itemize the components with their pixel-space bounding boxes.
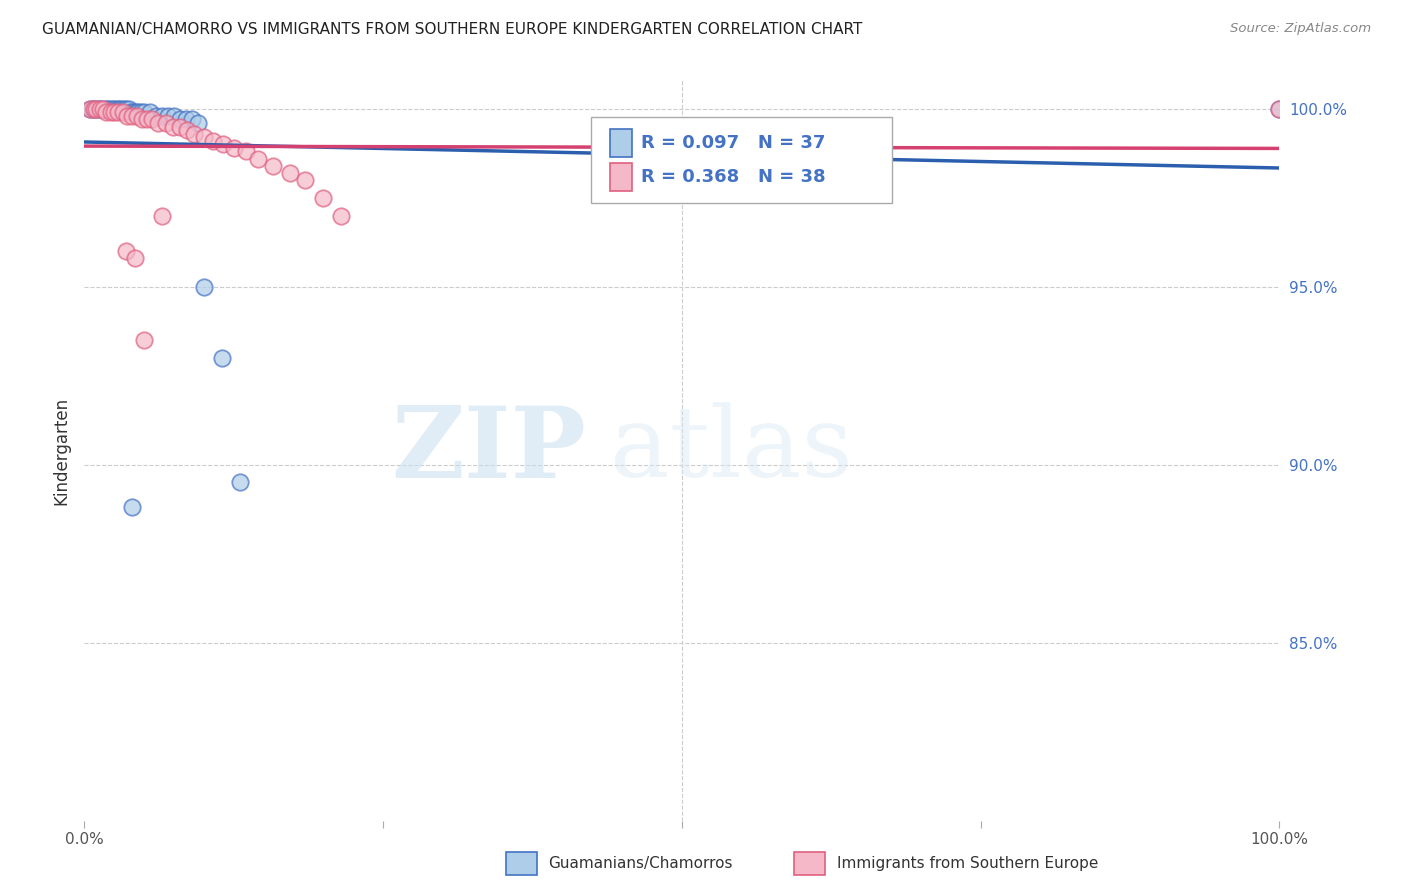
Point (1268, 102, 1291, 116)
Point (132, 333, 156, 347)
Point (176, 123, 198, 137)
Point (117, 102, 139, 116)
Text: R = 0.097   N = 37: R = 0.097 N = 37 (641, 134, 825, 152)
Point (212, 137, 235, 152)
Point (139, 105, 162, 120)
Point (84, 102, 107, 116)
Text: GUAMANIAN/CHAMORRO VS IMMIGRANTS FROM SOUTHERN EUROPE KINDERGARTEN CORRELATION C: GUAMANIAN/CHAMORRO VS IMMIGRANTS FROM SO… (42, 22, 862, 37)
Point (193, 130, 215, 145)
Point (132, 105, 156, 120)
Point (131, 112, 153, 127)
Point (91, 102, 114, 116)
Point (108, 102, 131, 116)
Point (235, 145, 257, 159)
Point (127, 105, 149, 120)
Point (103, 102, 125, 116)
Text: Guamanians/Chamorros: Guamanians/Chamorros (548, 856, 733, 871)
Point (129, 105, 152, 120)
Point (100, 105, 122, 120)
Point (93, 102, 115, 116)
Point (107, 105, 129, 120)
Point (222, 141, 245, 155)
Point (125, 109, 148, 123)
Point (103, 105, 125, 120)
Point (150, 209, 173, 223)
Point (174, 112, 197, 127)
Point (169, 120, 191, 134)
Point (135, 112, 157, 127)
Point (124, 252, 146, 266)
Point (148, 116, 170, 130)
Point (181, 112, 204, 127)
Text: R = 0.368   N = 38: R = 0.368 N = 38 (641, 168, 825, 186)
Point (211, 351, 233, 365)
Point (246, 152, 269, 166)
Point (115, 244, 138, 259)
Point (86, 102, 108, 116)
Point (169, 112, 191, 127)
Point (110, 102, 132, 116)
Point (79, 102, 101, 116)
Point (294, 173, 316, 187)
Point (94, 105, 117, 120)
Point (157, 109, 180, 123)
Point (121, 109, 143, 123)
Point (229, 475, 252, 490)
Point (183, 127, 205, 141)
Text: Source: ZipAtlas.com: Source: ZipAtlas.com (1230, 22, 1371, 36)
Point (162, 120, 184, 134)
Point (105, 102, 128, 116)
Point (89, 102, 111, 116)
Text: Immigrants from Southern Europe: Immigrants from Southern Europe (837, 856, 1098, 871)
Point (96, 102, 118, 116)
Point (93, 102, 115, 116)
Point (83, 102, 105, 116)
Point (125, 105, 148, 120)
Point (120, 105, 142, 120)
Point (111, 105, 134, 120)
Point (101, 102, 124, 116)
Point (79, 102, 101, 116)
Point (278, 166, 301, 180)
Point (1268, 102, 1291, 116)
Text: ZIP: ZIP (391, 402, 586, 499)
Point (193, 279, 215, 293)
Point (89, 102, 111, 116)
Text: atlas: atlas (610, 402, 853, 499)
Point (86, 102, 108, 116)
Y-axis label: Kindergarten: Kindergarten (52, 396, 70, 505)
Point (163, 109, 186, 123)
Point (122, 105, 145, 120)
Point (262, 159, 284, 173)
Point (141, 112, 163, 127)
Point (82, 102, 104, 116)
Point (112, 102, 135, 116)
Point (117, 109, 139, 123)
Point (187, 116, 209, 130)
Point (155, 116, 177, 130)
Point (98, 102, 121, 116)
Point (312, 191, 335, 205)
Point (121, 500, 143, 515)
Point (202, 134, 225, 148)
Point (145, 109, 167, 123)
Point (115, 102, 138, 116)
Point (150, 109, 173, 123)
Point (330, 209, 353, 223)
